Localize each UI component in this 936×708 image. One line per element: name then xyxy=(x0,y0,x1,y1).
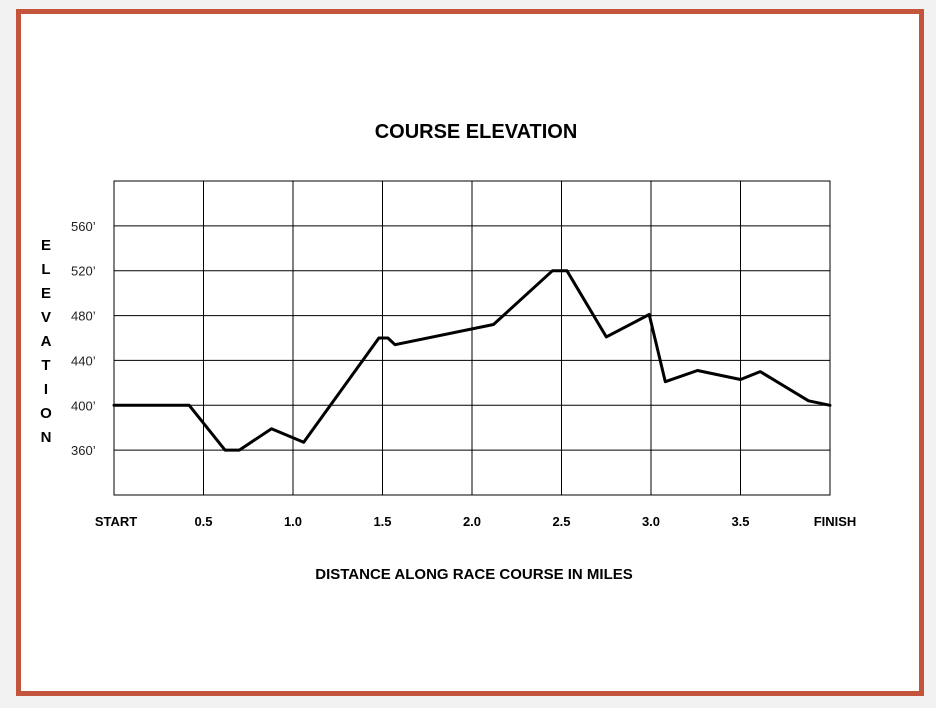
elevation-line xyxy=(112,269,832,452)
x-tick-label: 1.5 xyxy=(373,514,391,529)
x-tick-label: FINISH xyxy=(814,514,857,529)
y-axis-label-letter: T xyxy=(41,357,50,374)
y-axis-label-letter: E xyxy=(41,285,51,302)
x-tick-label: 1.0 xyxy=(284,514,302,529)
y-axis-ticks: 360’ 400’ 440’ 480’ 520’ 560’ xyxy=(71,219,96,458)
y-tick-label: 480’ xyxy=(71,309,96,324)
y-axis-label-letter: I xyxy=(44,381,48,398)
x-axis-ticks: START 0.5 1.0 1.5 2.0 2.5 3.0 3.5 FINISH xyxy=(95,514,857,529)
chart-frame: COURSE ELEVATION 360’ 400’ 440’ 480’ 520’ 560… xyxy=(16,9,924,696)
x-tick-label: 0.5 xyxy=(194,514,212,529)
y-tick-label: 360’ xyxy=(71,443,96,458)
y-tick-label: 400’ xyxy=(71,398,96,413)
grid xyxy=(113,180,831,496)
y-axis-label: ELEVATION xyxy=(40,237,52,446)
y-tick-label: 560’ xyxy=(71,219,96,234)
y-axis-label-letter: A xyxy=(41,333,52,350)
x-axis-label: DISTANCE ALONG RACE COURSE IN MILES xyxy=(315,566,633,583)
series-group xyxy=(112,269,832,452)
y-axis-label-letter: V xyxy=(41,309,51,326)
x-tick-label: 3.0 xyxy=(642,514,660,529)
y-axis-label-letter: E xyxy=(41,237,51,254)
y-tick-label: 440’ xyxy=(71,353,96,368)
elevation-chart: COURSE ELEVATION 360’ 400’ 440’ 480’ 520’ 560… xyxy=(40,121,857,583)
y-axis-label-letter: O xyxy=(40,405,52,422)
x-tick-label: 2.0 xyxy=(463,514,481,529)
y-tick-label: 520’ xyxy=(71,264,96,279)
y-axis-label-letter: L xyxy=(41,261,50,278)
x-tick-label: START xyxy=(95,514,137,529)
chart-title: COURSE ELEVATION xyxy=(375,121,578,143)
x-tick-label: 2.5 xyxy=(552,514,570,529)
x-tick-label: 3.5 xyxy=(731,514,749,529)
y-axis-label-letter: N xyxy=(41,429,52,446)
